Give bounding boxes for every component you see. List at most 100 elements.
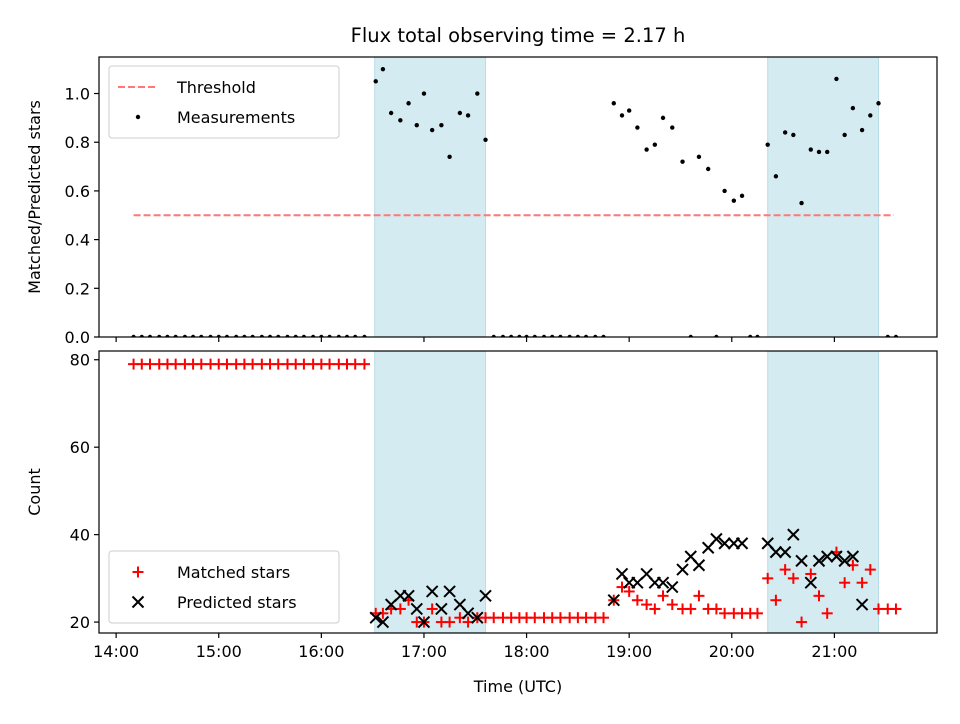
y-tick-label: 0.6 — [65, 182, 90, 201]
matched-point — [324, 358, 336, 370]
predicted-point — [425, 585, 439, 598]
predicted-point — [471, 611, 484, 624]
measurement-point — [850, 105, 856, 111]
measurement-point — [816, 149, 822, 155]
legend-label: Measurements — [177, 108, 295, 127]
matched-series — [128, 358, 902, 628]
legend-label: Matched stars — [177, 563, 290, 582]
measurement-point — [660, 115, 666, 121]
measurement-point — [773, 174, 779, 179]
predicted-point — [443, 585, 456, 598]
x-tick-label: 15:00 — [196, 642, 242, 661]
predicted-point-b — [410, 602, 423, 616]
legend-marker — [135, 114, 141, 120]
predicted-point-b — [369, 611, 382, 624]
predicted-point-b — [676, 563, 689, 576]
x-tick-label: 18:00 — [504, 642, 550, 661]
measurement-point — [380, 66, 386, 72]
measurement-point — [825, 149, 830, 155]
matched-point — [813, 590, 825, 602]
predicted-point — [821, 550, 834, 563]
x-tick-label: 16:00 — [298, 642, 344, 661]
predicted-point-b — [787, 528, 800, 541]
matched-point — [890, 603, 902, 615]
predicted-point — [830, 550, 843, 563]
matched-point — [144, 358, 156, 370]
y-tick-label: 0.4 — [65, 231, 90, 250]
matched-point — [298, 358, 310, 370]
matched-point — [805, 568, 817, 580]
y-axis-label: Count — [25, 468, 44, 516]
predicted-point — [607, 594, 620, 607]
predicted-point-b — [402, 589, 415, 603]
measurement-point — [808, 147, 813, 152]
predicted-point — [795, 554, 808, 568]
y-tick-label: 80 — [70, 351, 90, 370]
x-tick-label: 21:00 — [811, 642, 857, 661]
matched-point — [762, 572, 774, 584]
legend-box — [108, 65, 340, 139]
predicted-point-b — [769, 545, 783, 559]
measurement-point — [739, 193, 745, 198]
y-tick-label: 0.2 — [65, 279, 90, 298]
matched-point — [821, 607, 833, 619]
predicted-point — [692, 559, 706, 572]
x-tick-label: 19:00 — [606, 642, 652, 661]
matched-point — [770, 594, 782, 606]
measurement-point — [765, 142, 770, 147]
measurement-point — [791, 132, 796, 138]
predicted-point — [838, 554, 851, 568]
measurement-point — [680, 159, 685, 164]
predicted-point — [461, 607, 475, 620]
y-tick-label: 1.0 — [65, 85, 90, 104]
predicted-point-b — [615, 567, 629, 581]
matched-point — [693, 590, 705, 602]
matched-point — [796, 616, 808, 628]
predicted-point — [410, 602, 423, 616]
predicted-point — [735, 537, 749, 550]
predicted-point-b — [376, 615, 390, 629]
measurement-point — [635, 125, 640, 130]
predicted-point-b — [735, 537, 749, 550]
predicted-point — [718, 537, 731, 550]
measurement-point — [626, 108, 632, 113]
matched-point — [657, 590, 669, 602]
measurement-point — [439, 122, 444, 128]
measurement-point — [388, 110, 394, 116]
measurement-point — [429, 127, 435, 133]
plot-area — [128, 358, 902, 629]
measurement-point — [705, 166, 711, 172]
matched-point — [349, 358, 361, 370]
matched-point — [719, 607, 731, 619]
matched-point — [839, 577, 851, 589]
predicted-point — [804, 576, 817, 589]
measurement-point — [398, 118, 403, 123]
shaded-region-1 — [767, 56, 880, 338]
matched-point — [787, 572, 799, 584]
count-panel: 20 40 60 80 14:00 15:00 16:00 17:00 18:00 19:00 20… — [25, 350, 938, 661]
measurement-point — [457, 110, 463, 116]
predicted-point — [417, 615, 431, 629]
matched-point — [649, 603, 661, 615]
predicted-point — [769, 545, 783, 559]
predicted-point-b — [804, 576, 817, 589]
legend-label: Predicted stars — [177, 593, 297, 612]
predicted-point-b — [640, 567, 653, 581]
predicted-point-b — [656, 576, 670, 589]
predicted-point — [376, 615, 390, 629]
measurement-point — [406, 101, 411, 106]
measurement-point — [868, 113, 873, 118]
matched-point — [358, 358, 370, 370]
measurement-point — [611, 101, 616, 106]
predicted-point-b — [718, 537, 731, 550]
y-tick-label: 20 — [70, 613, 90, 632]
panel-frame — [98, 56, 938, 338]
measurement-point — [483, 137, 488, 142]
matched-point — [623, 585, 635, 597]
matched-point — [710, 603, 722, 615]
predicted-point-b — [855, 598, 869, 611]
predicted-point-b — [666, 580, 679, 594]
matched-point — [554, 612, 566, 624]
matched-point — [873, 603, 885, 615]
predicted-point-b — [830, 550, 843, 563]
